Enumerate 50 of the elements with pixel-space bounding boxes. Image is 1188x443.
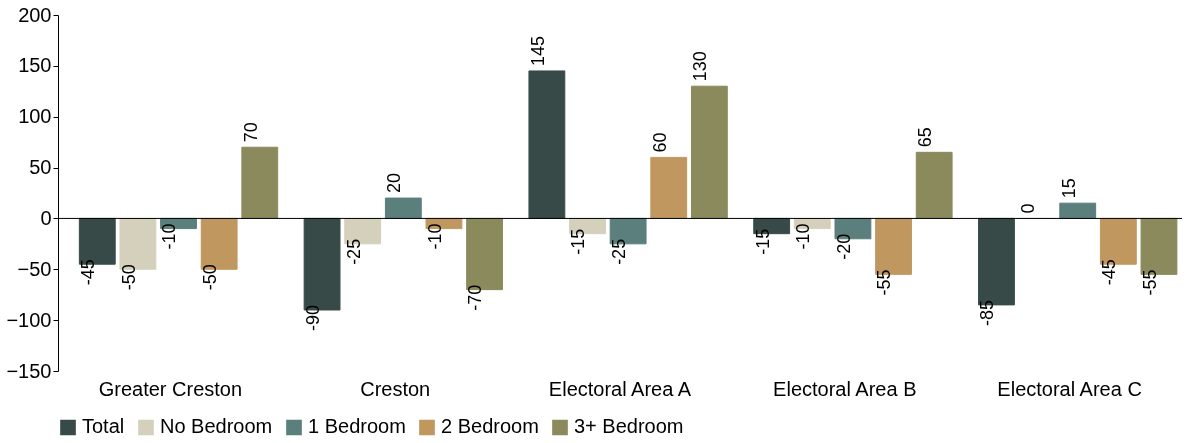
y-tick-label: 150 [18, 54, 52, 77]
y-tick-label: 50 [29, 156, 52, 179]
x-tick-label: Electoral Area A [548, 377, 692, 400]
legend-label: 2 Bedroom [441, 415, 539, 438]
data-label: -20 [833, 233, 854, 260]
bar [384, 197, 422, 219]
data-label: 15 [1058, 178, 1079, 199]
legend-label: No Bedroom [160, 415, 273, 438]
bar [650, 156, 688, 219]
data-label: -85 [977, 299, 998, 326]
data-label: -45 [78, 259, 99, 286]
bar [690, 85, 728, 219]
data-label: 65 [915, 127, 936, 148]
data-label: -50 [118, 264, 139, 291]
y-tick-label: 200 [18, 3, 52, 26]
x-tick-label: Electoral Area B [773, 377, 917, 400]
bar [915, 151, 953, 219]
x-tick-label: Electoral Area C [997, 377, 1142, 400]
y-tick-label: 100 [18, 105, 52, 128]
x-tick-label: Greater Creston [98, 377, 243, 400]
data-label: -15 [568, 228, 589, 255]
legend-label: 1 Bedroom [308, 415, 406, 438]
data-label: -25 [343, 238, 364, 265]
data-label: 145 [527, 35, 548, 66]
bar [528, 70, 566, 219]
data-label: -10 [793, 223, 814, 250]
data-label: -10 [159, 223, 180, 250]
data-label: 0 [1017, 203, 1038, 214]
y-tick-label: −150 [6, 359, 52, 382]
data-label: -70 [465, 284, 486, 311]
data-label: -50 [200, 264, 221, 291]
legend-label: Total [82, 415, 125, 438]
x-tick-label: Creston [360, 377, 431, 400]
data-label: -55 [874, 269, 895, 296]
bar [241, 146, 279, 219]
data-label: -45 [1099, 259, 1120, 286]
data-label: -90 [302, 304, 323, 331]
y-tick-label: −100 [6, 308, 52, 331]
data-label: 70 [240, 122, 261, 143]
bar [1059, 202, 1097, 219]
data-label: -15 [752, 228, 773, 255]
data-label: 130 [690, 51, 711, 82]
y-tick-label: 0 [40, 206, 52, 229]
legend-label: 3+ Bedroom [574, 415, 684, 438]
data-label: -55 [1139, 269, 1160, 296]
data-label: 60 [649, 132, 670, 153]
y-tick-label: −50 [17, 257, 52, 280]
data-label: -25 [609, 238, 629, 265]
data-label: 20 [384, 173, 405, 194]
data-label: -10 [424, 223, 445, 250]
